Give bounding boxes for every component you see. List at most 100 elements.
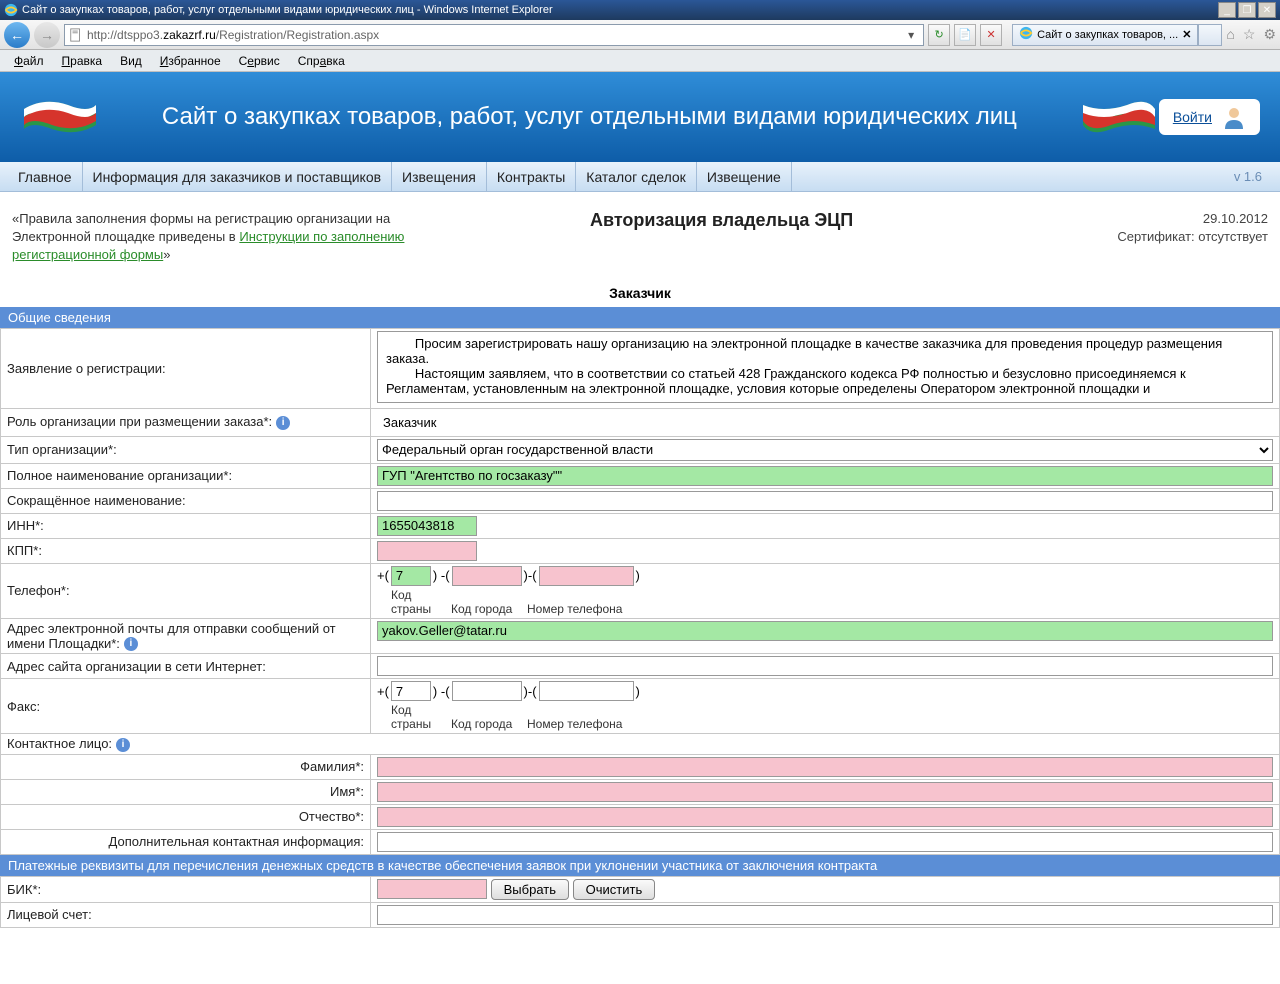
address-bar[interactable]: http://dtsppo3.zakazrf.ru/Registration/R…: [64, 24, 924, 46]
tools-icon[interactable]: ⚙: [1263, 26, 1276, 43]
menu-favorites[interactable]: Избранное: [152, 52, 229, 70]
page-icon: [69, 28, 83, 42]
website-label: Адрес сайта организации в сети Интернет:: [1, 654, 371, 679]
login-link[interactable]: Войти: [1173, 109, 1212, 125]
short-name-input[interactable]: [377, 491, 1273, 511]
info-icon[interactable]: i: [276, 416, 290, 430]
kpp-input[interactable]: [377, 541, 477, 561]
account-label: Лицевой счет:: [1, 902, 371, 927]
flag-left-icon: [20, 92, 100, 142]
middlename-label: Отчество*:: [1, 804, 371, 829]
website-input[interactable]: [377, 656, 1273, 676]
full-name-input[interactable]: [377, 466, 1273, 486]
inn-label: ИНН*:: [1, 513, 371, 538]
user-icon: [1222, 105, 1246, 129]
login-box: Войти: [1159, 99, 1260, 135]
new-tab-button[interactable]: [1198, 24, 1222, 46]
info-row: «Правила заполнения формы на регистрацию…: [0, 192, 1280, 275]
menu-file[interactable]: Файл: [6, 52, 52, 70]
reg-statement-label: Заявление о регистрации:: [1, 328, 371, 408]
ie-icon: [1019, 26, 1033, 43]
browser-menubar: Файл Правка Вид Избранное Сервис Справка: [0, 50, 1280, 72]
role-value: Заказчик: [377, 411, 1273, 434]
cert-label: Сертификат: отсутствует: [1017, 228, 1268, 246]
info-right: 29.10.2012 Сертификат: отсутствует: [1017, 210, 1268, 265]
version-label: v 1.6: [1234, 169, 1272, 184]
contact-label: Контактное лицо:i: [1, 734, 1280, 755]
refresh-button[interactable]: ↻: [928, 24, 950, 46]
site-nav: Главное Информация для заказчиков и пост…: [0, 162, 1280, 192]
phone-label: Телефон*:: [1, 563, 371, 618]
url-dropdown[interactable]: ▾: [903, 28, 919, 42]
full-name-label: Полное наименование организации*:: [1, 463, 371, 488]
window-title: Сайт о закупках товаров, работ, услуг от…: [22, 4, 1218, 16]
inn-input[interactable]: [377, 516, 477, 536]
nav-notice[interactable]: Извещение: [697, 162, 792, 192]
favorites-icon[interactable]: ☆: [1243, 26, 1256, 43]
browser-tab-active[interactable]: Сайт о закупках товаров, ... ✕: [1012, 24, 1198, 46]
info-left: «Правила заполнения формы на регистрацию…: [12, 210, 426, 265]
menu-help[interactable]: Справка: [290, 52, 353, 70]
firstname-label: Имя*:: [1, 779, 371, 804]
section-general: Общие сведения: [0, 307, 1280, 328]
menu-view[interactable]: Вид: [112, 52, 150, 70]
browser-nav: ← → http://dtsppo3.zakazrf.ru/Registrati…: [0, 20, 1280, 50]
window-titlebar: Сайт о закупках товаров, работ, услуг от…: [0, 0, 1280, 20]
phone-city-input[interactable]: [452, 566, 522, 586]
nav-info[interactable]: Информация для заказчиков и поставщиков: [83, 162, 393, 192]
flag-right-icon: [1079, 92, 1159, 142]
compat-button[interactable]: 📄: [954, 24, 976, 46]
site-header: Сайт о закупках товаров, работ, услуг от…: [0, 72, 1280, 162]
info-icon[interactable]: i: [116, 738, 130, 752]
account-input[interactable]: [377, 905, 1273, 925]
select-button[interactable]: Выбрать: [491, 879, 569, 900]
extra-contact-input[interactable]: [377, 832, 1273, 852]
nav-contracts[interactable]: Контракты: [487, 162, 576, 192]
extra-contact-label: Дополнительная контактная информация:: [1, 829, 371, 854]
email-input[interactable]: [377, 621, 1273, 641]
fax-city-input[interactable]: [452, 681, 522, 701]
ie-icon: [4, 3, 18, 17]
kpp-label: КПП*:: [1, 538, 371, 563]
phone-number-input[interactable]: [539, 566, 634, 586]
tab-close-icon[interactable]: ✕: [1182, 28, 1191, 41]
phone-country-input[interactable]: [391, 566, 431, 586]
forward-button[interactable]: →: [34, 22, 60, 48]
fax-country-input[interactable]: [391, 681, 431, 701]
back-button[interactable]: ←: [4, 22, 30, 48]
firstname-input[interactable]: [377, 782, 1273, 802]
minimize-button[interactable]: _: [1218, 2, 1236, 18]
tab-title: Сайт о закупках товаров, ...: [1037, 29, 1178, 41]
org-type-select[interactable]: Федеральный орган государственной власти: [377, 439, 1273, 461]
stop-button[interactable]: ✕: [980, 24, 1002, 46]
middlename-input[interactable]: [377, 807, 1273, 827]
nav-main[interactable]: Главное: [8, 162, 83, 192]
lastname-label: Фамилия*:: [1, 754, 371, 779]
fax-label: Факс:: [1, 679, 371, 734]
nav-catalog[interactable]: Каталог сделок: [576, 162, 697, 192]
section-payment: Платежные реквизиты для перечисления ден…: [0, 855, 1280, 876]
bik-input[interactable]: [377, 879, 487, 899]
fax-number-input[interactable]: [539, 681, 634, 701]
info-icon[interactable]: i: [124, 637, 138, 651]
short-name-label: Сокращённое наименование:: [1, 488, 371, 513]
site-title: Сайт о закупках товаров, работ, услуг от…: [100, 103, 1079, 131]
lastname-input[interactable]: [377, 757, 1273, 777]
home-icon[interactable]: ⌂: [1226, 26, 1234, 43]
maximize-button[interactable]: ❐: [1238, 2, 1256, 18]
url-text: http://dtsppo3.zakazrf.ru/Registration/R…: [87, 28, 903, 42]
form-payment: БИК*: Выбрать Очистить Лицевой счет:: [0, 876, 1280, 928]
email-label: Адрес электронной почты для отправки соо…: [1, 618, 371, 654]
form-general: Заявление о регистрации: Роль организаци…: [0, 328, 1280, 855]
page-title: Авторизация владельца ЭЦП: [426, 210, 1016, 265]
reg-statement-textarea[interactable]: [377, 331, 1273, 403]
clear-button[interactable]: Очистить: [573, 879, 656, 900]
org-type-label: Тип организации*:: [1, 436, 371, 463]
bik-label: БИК*:: [1, 876, 371, 902]
subheader: Заказчик: [0, 285, 1280, 301]
role-label: Роль организации при размещении заказа*:…: [1, 408, 371, 436]
menu-edit[interactable]: Правка: [54, 52, 111, 70]
menu-tools[interactable]: Сервис: [231, 52, 288, 70]
nav-notices[interactable]: Извещения: [392, 162, 487, 192]
close-button[interactable]: ✕: [1258, 2, 1276, 18]
